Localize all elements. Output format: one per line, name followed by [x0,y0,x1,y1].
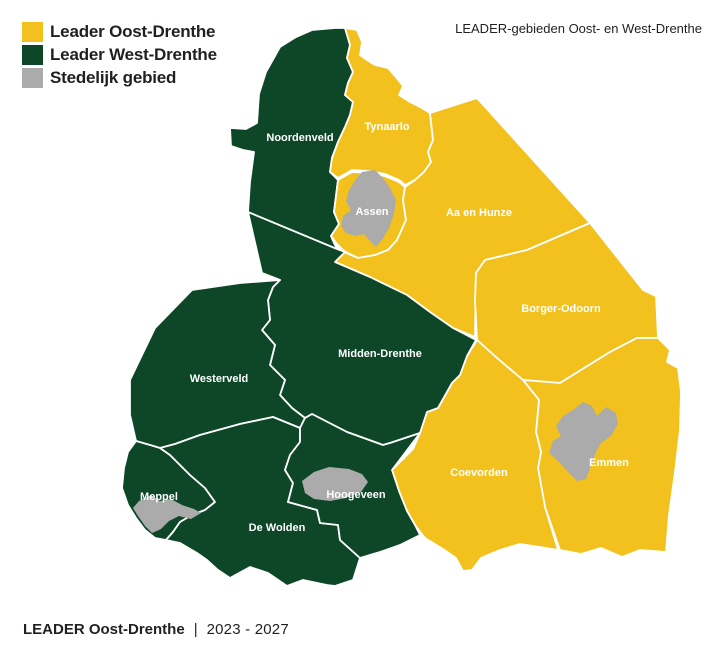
urban-area-meppel [133,495,201,533]
urban-area-assen [341,170,396,247]
legend-swatch-oost-icon [22,22,43,42]
map-label-meppel: Meppel [140,491,178,503]
legend-label: Stedelijk gebied [50,68,177,87]
legend-item-stedelijk-gebied: Stedelijk gebied [22,68,217,88]
map-label-de-wolden: De Wolden [249,522,306,534]
footer: LEADER Oost-Drenthe | 2023 - 2027 [23,621,289,638]
map-label-emmen: Emmen [589,457,629,469]
map-label-westerveld: Westerveld [190,373,249,385]
footer-period: 2023 - 2027 [206,621,289,638]
map-label-midden-drenthe: Midden-Drenthe [338,348,422,360]
map-label-tynaarlo: Tynaarlo [364,121,409,133]
legend-label: Leader West-Drenthe [50,45,217,64]
map-label-coevorden: Coevorden [450,467,508,479]
municipality-emmen [522,337,682,558]
urban-area-emmen [549,402,618,481]
footer-program: LEADER Oost-Drenthe [23,621,185,638]
page-title: LEADER-gebieden Oost- en West-Drenthe [455,21,702,36]
map-label-assen: Assen [355,206,388,218]
map-label-hoogeveen: Hoogeveen [326,489,386,501]
legend-label: Leader Oost-Drenthe [50,22,216,41]
footer-separator: | [193,621,198,638]
legend-item-west-drenthe: Leader West-Drenthe [22,45,217,65]
legend: Leader Oost-Drenthe Leader West-Drenthe … [22,22,217,91]
legend-item-oost-drenthe: Leader Oost-Drenthe [22,22,217,42]
map-label-noordenveld: Noordenveld [266,132,333,144]
map-label-borger-odoorn: Borger-Odoorn [521,303,601,315]
legend-swatch-west-icon [22,45,43,65]
map-label-aa-en-hunze: Aa en Hunze [446,207,512,219]
legend-swatch-urban-icon [22,68,43,88]
urban-area-hoogeveen [302,467,368,501]
